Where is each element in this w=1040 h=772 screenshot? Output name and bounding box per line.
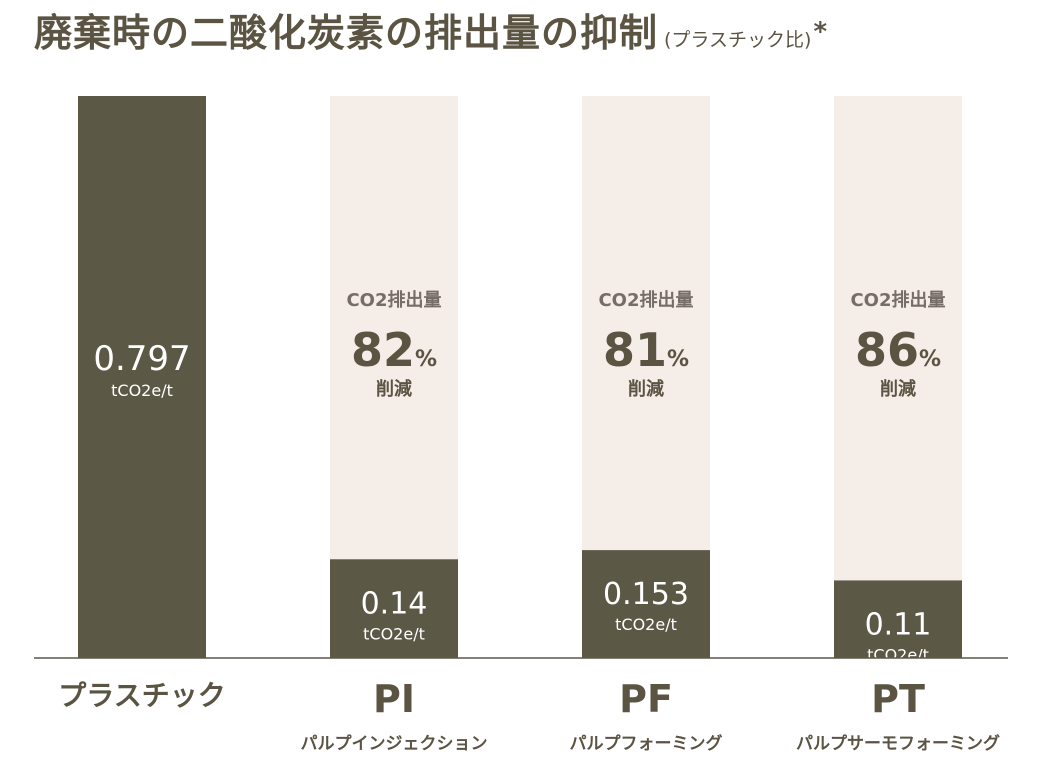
bar-value-label-2: 0.153 <box>603 577 689 612</box>
reduction-percent-number-1: 82 <box>351 323 415 377</box>
category-label-2: PF <box>619 677 673 721</box>
bar-value-label-1: 0.14 <box>361 586 428 621</box>
title-subtitle: (プラスチック比) <box>664 29 812 51</box>
bar-value-label-3: 0.11 <box>865 607 932 642</box>
reduction-header-1: CO2排出量 <box>346 289 441 311</box>
title-footnote-mark: * <box>813 17 829 47</box>
bar-2 <box>582 550 710 658</box>
reduction-header-3: CO2排出量 <box>850 289 945 311</box>
reduction-percent-number-3: 86 <box>855 323 919 377</box>
category-sublabel-2: パルプフォーミング <box>570 733 723 754</box>
reduction-percent-unit-3: % <box>919 347 941 372</box>
bar-0 <box>78 96 206 658</box>
bar-unit-label-2: tCO2e/t <box>615 615 677 634</box>
bar-1 <box>330 559 458 658</box>
reduction-percent-number-2: 81 <box>603 323 667 377</box>
chart-title: 廃棄時の二酸化炭素の排出量の抑制 (プラスチック比)* <box>34 2 828 57</box>
category-label-0: プラスチック <box>58 679 225 712</box>
reduction-value-2: 81% <box>603 323 689 377</box>
bar-value-label-0: 0.797 <box>93 339 190 379</box>
bar-unit-label-0: tCO2e/t <box>111 381 173 400</box>
reduction-footer-1: 削減 <box>376 378 412 400</box>
reduction-percent-unit-2: % <box>667 347 689 372</box>
reduction-header-2: CO2排出量 <box>598 289 693 311</box>
reduction-footer-2: 削減 <box>628 378 664 400</box>
category-label-1: PI <box>373 677 415 721</box>
reduction-value-1: 82% <box>351 323 437 377</box>
category-sublabel-3: パルプサーモフォーミング <box>796 733 1000 754</box>
category-sublabel-1: パルプインジェクション <box>301 733 488 754</box>
reduction-value-3: 86% <box>855 323 941 377</box>
category-label-3: PT <box>871 677 925 721</box>
bar-unit-label-1: tCO2e/t <box>363 624 425 643</box>
reduction-background-3 <box>834 96 962 658</box>
bar-3 <box>834 580 962 658</box>
title-main: 廃棄時の二酸化炭素の排出量の抑制 <box>34 11 659 55</box>
reduction-percent-unit-1: % <box>415 347 437 372</box>
bar-unit-label-3: tCO2e/t <box>867 645 929 664</box>
reduction-footer-3: 削減 <box>880 378 916 400</box>
